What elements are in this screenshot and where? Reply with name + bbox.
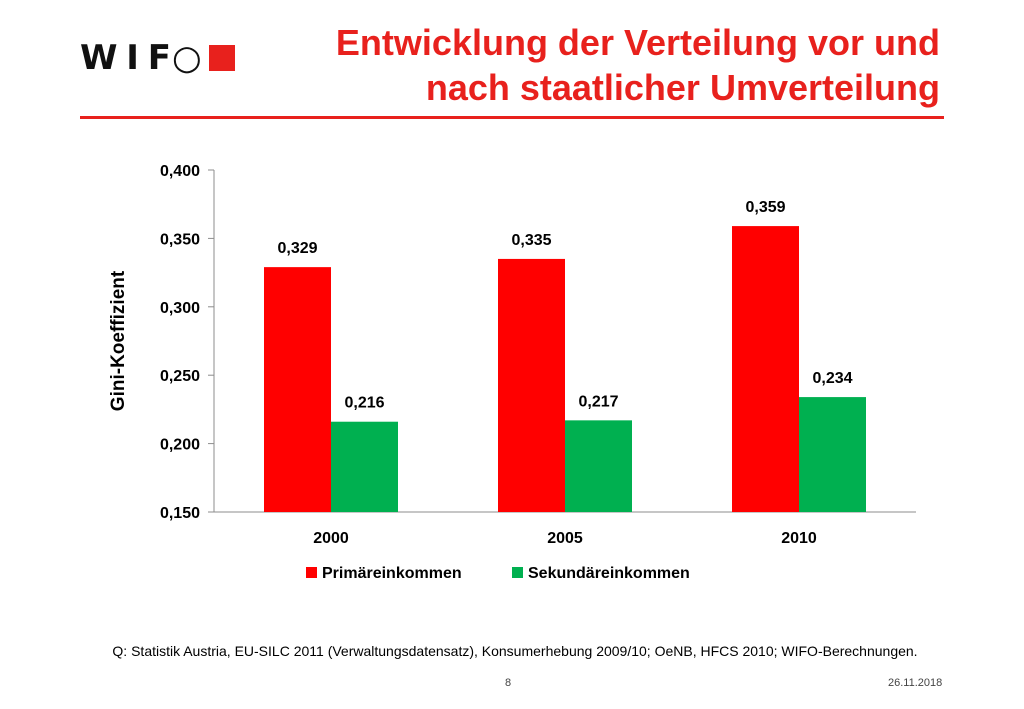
data-label: 0,359 (745, 199, 785, 216)
data-label: 0,217 (578, 393, 618, 410)
y-axis-label: Gini-Koeffizient (108, 270, 129, 411)
logo-text: W I F○ (80, 38, 203, 78)
bar-primary (732, 226, 799, 512)
data-label: 0,335 (511, 232, 551, 249)
y-tick-label: 0,350 (160, 231, 200, 248)
bar-primary (264, 267, 331, 512)
data-label: 0,234 (812, 370, 852, 387)
x-tick-label: 2000 (313, 530, 349, 547)
x-tick-label: 2005 (547, 530, 583, 547)
bar-primary (498, 258, 565, 512)
data-label: 0,329 (277, 240, 317, 257)
y-tick-label: 0,300 (160, 300, 200, 317)
wifo-logo: W I F○ (80, 38, 235, 78)
bar-secondary (799, 397, 866, 512)
slide-date: 26.11.2018 (888, 677, 943, 689)
title-line-1: Entwicklung der Verteilung vor und (335, 22, 940, 63)
y-tick-label: 0,250 (160, 368, 200, 385)
y-tick-label: 0,150 (160, 505, 200, 522)
y-tick-label: 0,200 (160, 437, 200, 454)
title-divider (80, 116, 944, 119)
title-line-2: nach staatlicher Umverteilung (425, 67, 940, 108)
logo-square-icon (208, 45, 235, 71)
legend-label: Primäreinkommen (322, 565, 462, 582)
legend-swatch (306, 567, 317, 578)
legend-swatch (512, 567, 523, 578)
gini-bar-chart: 0,150 0,200 0,250 0,300 0,350 0,400 Gini-Koeff… (108, 163, 916, 582)
bar-secondary (331, 421, 398, 512)
page-number: 8 (505, 677, 512, 689)
bar-secondary (565, 420, 632, 512)
y-tick-label: 0,400 (160, 163, 200, 180)
source-note: Q: Statistik Austria, EU-SILC 2011 (Verw… (112, 643, 918, 659)
page-title: Entwicklung der Verteilung vor und nach … (300, 20, 940, 110)
data-label: 0,216 (344, 395, 384, 412)
x-tick-label: 2010 (781, 530, 817, 547)
legend-label: Sekundäreinkommen (528, 565, 690, 582)
